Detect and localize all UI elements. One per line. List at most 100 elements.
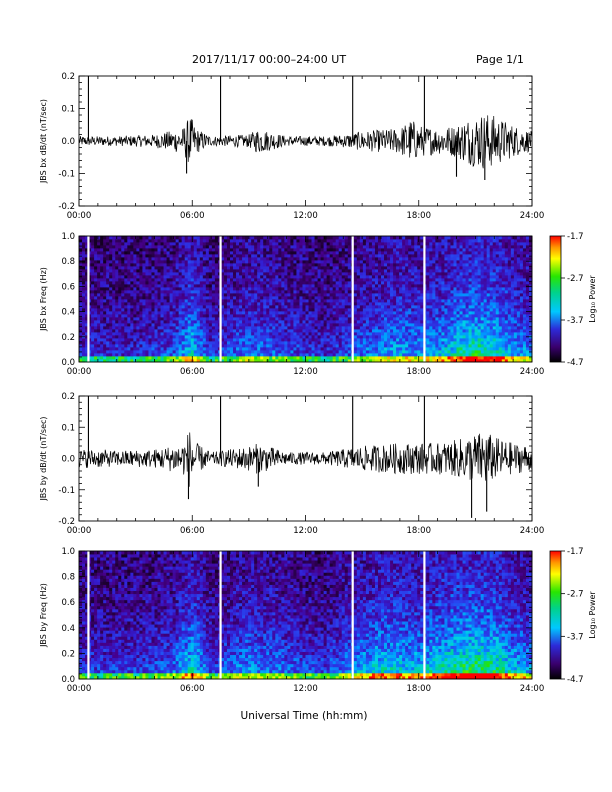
spectrogram-cell (269, 248, 273, 252)
spectrogram-cell (308, 272, 312, 276)
spectrogram-cell (408, 314, 412, 318)
spectrogram-cell (371, 242, 376, 246)
spectrogram-cell (374, 281, 379, 285)
spectrogram-cell (88, 341, 92, 345)
spectrogram-cell (275, 287, 279, 291)
spectrogram-cell (196, 326, 201, 330)
spectrogram-cell (405, 317, 409, 321)
spectrogram-cell (368, 356, 373, 360)
spectrogram-cell (269, 257, 273, 261)
spectrogram-cell (275, 314, 279, 318)
spectrogram-cell (193, 293, 198, 297)
spectrogram-cell (290, 272, 294, 276)
spectrogram-cell (251, 239, 255, 243)
spectrogram-cell (414, 278, 418, 282)
spectrogram-cell (293, 341, 297, 345)
spectrogram-cell (402, 335, 406, 339)
spectrogram-cell (115, 356, 119, 360)
spectrogram-cell (233, 329, 237, 333)
spectrogram-cell (426, 290, 430, 294)
spectrogram-cell (91, 266, 95, 270)
spectrogram-cell (269, 350, 273, 354)
spectrogram-cell (160, 335, 164, 339)
spectrogram-cell (100, 347, 104, 351)
spectrogram-cell (353, 257, 358, 261)
spectrogram-cell (142, 251, 146, 255)
spectrogram-cell (260, 254, 264, 258)
spectrogram-cell (202, 314, 207, 318)
spectrogram-cell (85, 317, 89, 321)
spectrogram-cell (239, 335, 243, 339)
spectrogram-cell (266, 323, 270, 327)
spectrogram-cell (109, 314, 113, 318)
spectrogram-cell (356, 350, 361, 354)
spectrogram-cell (109, 239, 113, 243)
spectrogram-cell (269, 236, 273, 240)
spectrogram-cell (145, 356, 149, 360)
spectrogram-cell (311, 320, 315, 324)
spectrogram-cell (305, 245, 309, 249)
spectrogram-cell (323, 236, 328, 240)
spectrogram-cell (112, 338, 116, 342)
spectrogram-cell (85, 257, 89, 261)
spectrogram-cell (236, 254, 240, 258)
spectrogram-cell (85, 353, 89, 357)
spectrogram-cell (187, 263, 192, 267)
spectrogram-cell (115, 335, 119, 339)
spectrogram-cell (103, 356, 107, 360)
spectrogram-cell (163, 344, 167, 348)
spectrogram-cell (151, 254, 155, 258)
spectrogram-cell (169, 305, 174, 309)
spectrogram-cell (109, 356, 113, 360)
spectrogram-cell (399, 311, 403, 315)
spectrogram-cell (109, 278, 113, 282)
spectrogram-cell (245, 275, 249, 279)
spectrogram-cell (226, 290, 231, 294)
spectrogram-cell (417, 320, 421, 324)
spectrogram-cell (384, 254, 388, 258)
spectrogram-cell (420, 251, 424, 255)
spectrogram-cell (223, 332, 228, 336)
spectrogram-cell (124, 281, 128, 285)
spectrogram-cell (175, 266, 180, 270)
spectrogram-cell (359, 329, 364, 333)
spectrogram-cell (109, 329, 113, 333)
spectrogram-cell (272, 281, 276, 285)
spectrogram-cell (308, 257, 312, 261)
spectrogram-cell (426, 329, 430, 333)
spectrogram-cell (166, 347, 170, 351)
spectrogram-cell (414, 290, 418, 294)
spectrogram-cell (166, 296, 170, 300)
spectrogram-cell (226, 239, 231, 243)
spectrogram-cell (356, 260, 361, 264)
spectrogram-cell (420, 254, 424, 258)
spectrogram-cell (115, 332, 119, 336)
spectrogram-cell (94, 245, 98, 249)
spectrogram-cell (335, 281, 340, 285)
spectrogram-cell (97, 356, 101, 360)
spectrogram-cell (151, 332, 155, 336)
spectrogram-cell (223, 314, 228, 318)
spectrogram-cell (106, 245, 110, 249)
spectrogram-cell (329, 266, 334, 270)
spectrogram-cell (359, 353, 364, 357)
spectrogram-cell (154, 299, 158, 303)
spectrogram-cell (169, 323, 174, 327)
spectrogram-cell (371, 347, 376, 351)
spectrogram-cell (109, 341, 113, 345)
spectrogram-cell (411, 326, 415, 330)
spectrogram-cell (341, 296, 346, 300)
spectrogram-cell (205, 290, 210, 294)
spectrogram-cell (365, 323, 370, 327)
spectrogram-cell (142, 245, 146, 249)
spectrogram-cell (172, 263, 177, 267)
spectrogram-cell (396, 314, 400, 318)
spectrogram-cell (296, 296, 300, 300)
spectrogram-cell (151, 239, 155, 243)
spectrogram-cell (387, 260, 391, 264)
spectrogram-cell (236, 335, 240, 339)
spectrogram-cell (320, 314, 325, 318)
spectrogram-cell (172, 281, 177, 285)
spectrogram-cell (329, 311, 334, 315)
spectrogram-cell (374, 296, 379, 300)
